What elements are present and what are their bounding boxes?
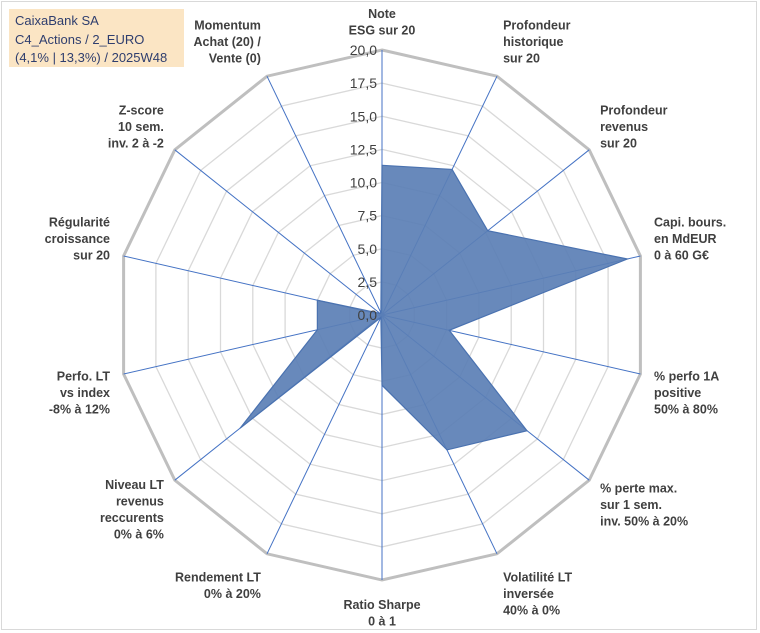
axis-label-line: 0 à 60 G€ bbox=[654, 249, 709, 263]
axis-label-line: Momentum bbox=[194, 18, 261, 32]
axis-label-line: 10 sem. bbox=[118, 120, 164, 134]
axis-label-line: 0 à 1 bbox=[368, 615, 396, 629]
axis-label-line: inversée bbox=[503, 587, 554, 601]
axis-label-line: Vente (0) bbox=[209, 51, 261, 65]
axis-label-line: -8% à 12% bbox=[49, 402, 110, 416]
axis-label: Capi. bours. en MdEUR 0 à 60 G€ bbox=[654, 216, 726, 263]
axis-label-line: inv. 2 à -2 bbox=[108, 137, 164, 151]
company-name: CaixaBank SA bbox=[15, 13, 99, 28]
tick-label: 0,0 bbox=[358, 307, 378, 323]
tick-label: 10,0 bbox=[350, 175, 377, 191]
series-area bbox=[239, 164, 630, 451]
axis-label: Niveau LT revenus reccurents 0% à 6% bbox=[100, 478, 164, 542]
portfolio-category: C4_Actions / 2_EURO bbox=[15, 31, 145, 47]
axis-label-line: sur 20 bbox=[503, 51, 540, 65]
tick-label: 2,5 bbox=[358, 274, 378, 290]
axis-label-line: revenus bbox=[116, 495, 164, 509]
axis-label: % perfo 1A positive 50% à 80% bbox=[654, 369, 719, 416]
axis-labels: Note ESG sur 20 Profondeur historique sur 20… bbox=[45, 7, 727, 629]
axis-label: Perfo. LT vs index -8% à 12% bbox=[49, 369, 111, 416]
axis-spoke bbox=[266, 75, 383, 316]
axis-label-line: en MdEUR bbox=[654, 232, 717, 246]
axis-label: Momentum Achat (20) / Vente (0) bbox=[194, 18, 262, 65]
axis-label-line: 40% à 0% bbox=[503, 604, 560, 618]
axis-label: Volatilité LT inversée 40% à 0% bbox=[503, 571, 572, 618]
axis-label-line: vs index bbox=[60, 386, 110, 400]
axis-label-line: Z-score bbox=[119, 104, 164, 118]
axis-label-line: % perfo 1A bbox=[654, 369, 719, 383]
performance-period: (4,1% | 13,3%) / 2025W48 bbox=[15, 50, 168, 65]
axis-label-line: 0% à 20% bbox=[204, 587, 261, 601]
axis-label-line: Achat (20) / bbox=[194, 35, 262, 49]
axis-label: % perte max. sur 1 sem. inv. 50% à 20% bbox=[600, 481, 688, 528]
radial-tick-labels: 0,0 2,5 5,0 7,5 10,0 12,5 15,0 17,5 20,0 bbox=[350, 42, 377, 323]
tick-label: 5,0 bbox=[358, 241, 378, 257]
tick-label: 12,5 bbox=[350, 141, 377, 157]
axis-label: Z-score 10 sem. inv. 2 à -2 bbox=[108, 104, 164, 151]
axis-label: Ratio Sharpe 0 à 1 bbox=[343, 598, 420, 629]
data-series bbox=[239, 164, 630, 451]
axis-label-line: 50% à 80% bbox=[654, 402, 718, 416]
axis-label-line: revenus bbox=[600, 120, 648, 134]
axis-spoke bbox=[174, 149, 383, 316]
axis-label: Régularité croissance sur 20 bbox=[45, 216, 110, 263]
axis-label-line: inv. 50% à 20% bbox=[600, 514, 688, 528]
axis-label-line: Capi. bours. bbox=[654, 216, 726, 230]
axis-label: Rendement LT 0% à 20% bbox=[175, 571, 261, 602]
axis-label-line: Régularité bbox=[49, 216, 110, 230]
axis-label-line: croissance bbox=[45, 232, 110, 246]
axis-label-line: sur 1 sem. bbox=[600, 498, 662, 512]
axis-label-line: sur 20 bbox=[73, 249, 110, 263]
axis-label-line: positive bbox=[654, 386, 701, 400]
axis-label: Profondeur historique sur 20 bbox=[503, 18, 570, 65]
tick-label: 7,5 bbox=[358, 208, 378, 224]
axis-label: Note ESG sur 20 bbox=[349, 7, 416, 38]
axis-label-line: ESG sur 20 bbox=[349, 24, 416, 38]
axis-label-line: Niveau LT bbox=[105, 478, 164, 492]
axis-label: Profondeur revenus sur 20 bbox=[600, 104, 667, 151]
axis-label-line: 0% à 6% bbox=[114, 528, 164, 542]
axis-label-line: Ratio Sharpe bbox=[343, 598, 420, 612]
chart-header-box: CaixaBank SA C4_Actions / 2_EURO (4,1% |… bbox=[9, 9, 184, 67]
axis-spoke bbox=[266, 314, 383, 555]
axis-label-line: reccurents bbox=[100, 511, 164, 525]
axis-label-line: % perte max. bbox=[600, 481, 677, 495]
axis-label-line: Profondeur bbox=[600, 104, 667, 118]
axis-label-line: Profondeur bbox=[503, 18, 570, 32]
axis-label-line: Note bbox=[368, 7, 396, 21]
tick-label: 17,5 bbox=[350, 75, 377, 91]
axis-label-line: historique bbox=[503, 35, 563, 49]
axis-label-line: sur 20 bbox=[600, 137, 637, 151]
axis-label-line: Perfo. LT bbox=[57, 369, 111, 383]
axis-label-line: Volatilité LT bbox=[503, 571, 572, 585]
tick-label: 20,0 bbox=[350, 42, 377, 58]
tick-label: 15,0 bbox=[350, 108, 377, 124]
axis-label-line: Rendement LT bbox=[175, 571, 261, 585]
